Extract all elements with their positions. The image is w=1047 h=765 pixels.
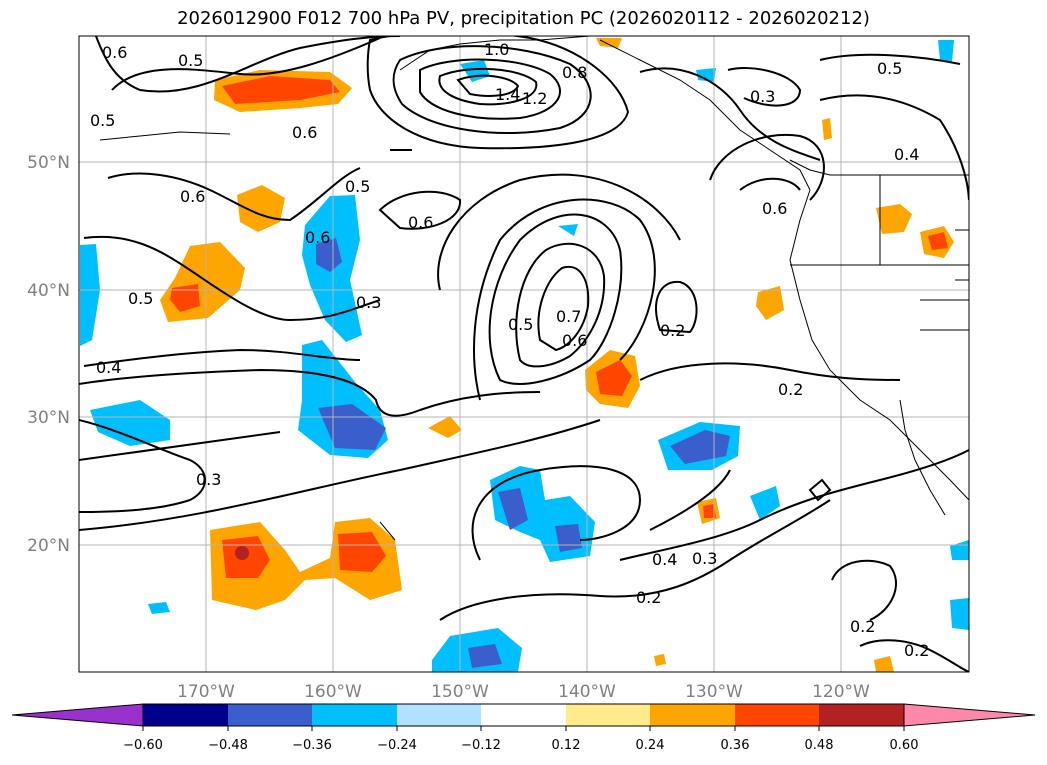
contour-label: 0.5 [178, 51, 203, 70]
colorbar-ticks [142, 726, 905, 731]
contour-label: 0.5 [128, 289, 153, 308]
colorbar-right-extension [903, 703, 1036, 727]
contour-label: 0.6 [562, 331, 587, 350]
colorbar-tick-label: 0.12 [552, 738, 581, 753]
contour-label: 0.2 [660, 321, 685, 340]
contour-label: 0.4 [894, 145, 919, 164]
colorbar-tick-label: −0.48 [208, 738, 248, 753]
colorbar-tick-label: −0.12 [461, 738, 501, 753]
contour-label: 0.6 [305, 228, 330, 247]
contour-label: 1.0 [484, 40, 509, 59]
contour-label: 0.6 [762, 199, 787, 218]
contour-label: 0.6 [408, 213, 433, 232]
contour-label: 0.3 [356, 293, 381, 312]
colorbar-segment [566, 704, 650, 726]
lon-label: 150°W [431, 682, 489, 702]
longitude-labels: 170°W 160°W 150°W 140°W 130°W 120°W [177, 682, 870, 702]
contour-label: 0.2 [850, 617, 875, 636]
colorbar: −0.60 −0.48 −0.36 −0.24 −0.12 0.12 0.24 … [11, 703, 1036, 753]
contour-label: 0.2 [778, 380, 803, 399]
contour-label: 0.5 [90, 111, 115, 130]
colorbar-tick-label: −0.60 [123, 738, 163, 753]
lon-label: 160°W [304, 682, 362, 702]
colorbar-left-extension [11, 703, 144, 727]
contour-label: 0.5 [508, 315, 533, 334]
colorbar-segment [312, 704, 397, 726]
colorbar-tick-label: 0.48 [805, 738, 834, 753]
lat-label: 20°N [27, 536, 70, 556]
contour-label: 0.3 [750, 87, 775, 106]
map-frame [78, 35, 970, 673]
lon-label: 120°W [812, 682, 870, 702]
contour-label: 0.4 [96, 358, 121, 377]
colorbar-segment [735, 704, 819, 726]
contour-label: 0.4 [652, 550, 677, 569]
colorbar-segment [819, 704, 904, 726]
lat-label: 40°N [27, 281, 70, 301]
contour-label: 0.7 [556, 307, 581, 326]
contour-label: 0.5 [345, 177, 370, 196]
contour-label: 0.2 [636, 588, 661, 607]
graticule [79, 36, 969, 672]
colorbar-tick-label: −0.24 [377, 738, 417, 753]
contour-label: 1.2 [522, 89, 547, 108]
contour-label: 0.3 [196, 470, 221, 489]
pv-contours [79, 36, 969, 672]
contour-label: 0.6 [292, 123, 317, 142]
lon-label: 140°W [558, 682, 616, 702]
latitude-labels: 50°N 40°N 30°N 20°N [27, 153, 70, 556]
colorbar-segment [397, 704, 481, 726]
colorbar-tick-label: 0.36 [721, 738, 750, 753]
lat-label: 30°N [27, 408, 70, 428]
negative-precip-anomalies [80, 40, 969, 672]
contour-label: 0.6 [180, 187, 205, 206]
colorbar-tick-label: −0.36 [292, 738, 332, 753]
contour-label: 0.3 [692, 549, 717, 568]
pv-contour-labels: 0.6 0.5 0.5 1.0 0.8 1.4 1.2 0.5 0.3 0.6 … [90, 40, 929, 660]
coastlines [99, 36, 969, 541]
contour-label: 1.4 [495, 85, 520, 104]
colorbar-segment [650, 704, 735, 726]
contour-label: 0.2 [904, 641, 929, 660]
lon-label: 170°W [177, 682, 235, 702]
lat-label: 50°N [27, 153, 70, 173]
colorbar-tick-label: 0.24 [636, 738, 665, 753]
positive-precip-anomalies [160, 38, 954, 672]
map-title: 2026012900 F012 700 hPa PV, precipitatio… [177, 8, 870, 29]
colorbar-segment [143, 704, 228, 726]
contour-label: 0.5 [877, 59, 902, 78]
contour-label: 0.6 [102, 43, 127, 62]
colorbar-tick-label: 0.60 [890, 738, 919, 753]
colorbar-segment [481, 704, 566, 726]
colorbar-segment [228, 704, 312, 726]
contour-label: 0.8 [562, 63, 587, 82]
lon-label: 130°W [685, 682, 743, 702]
map-plot-area: 0.6 0.5 0.5 1.0 0.8 1.4 1.2 0.5 0.3 0.6 … [79, 36, 969, 672]
